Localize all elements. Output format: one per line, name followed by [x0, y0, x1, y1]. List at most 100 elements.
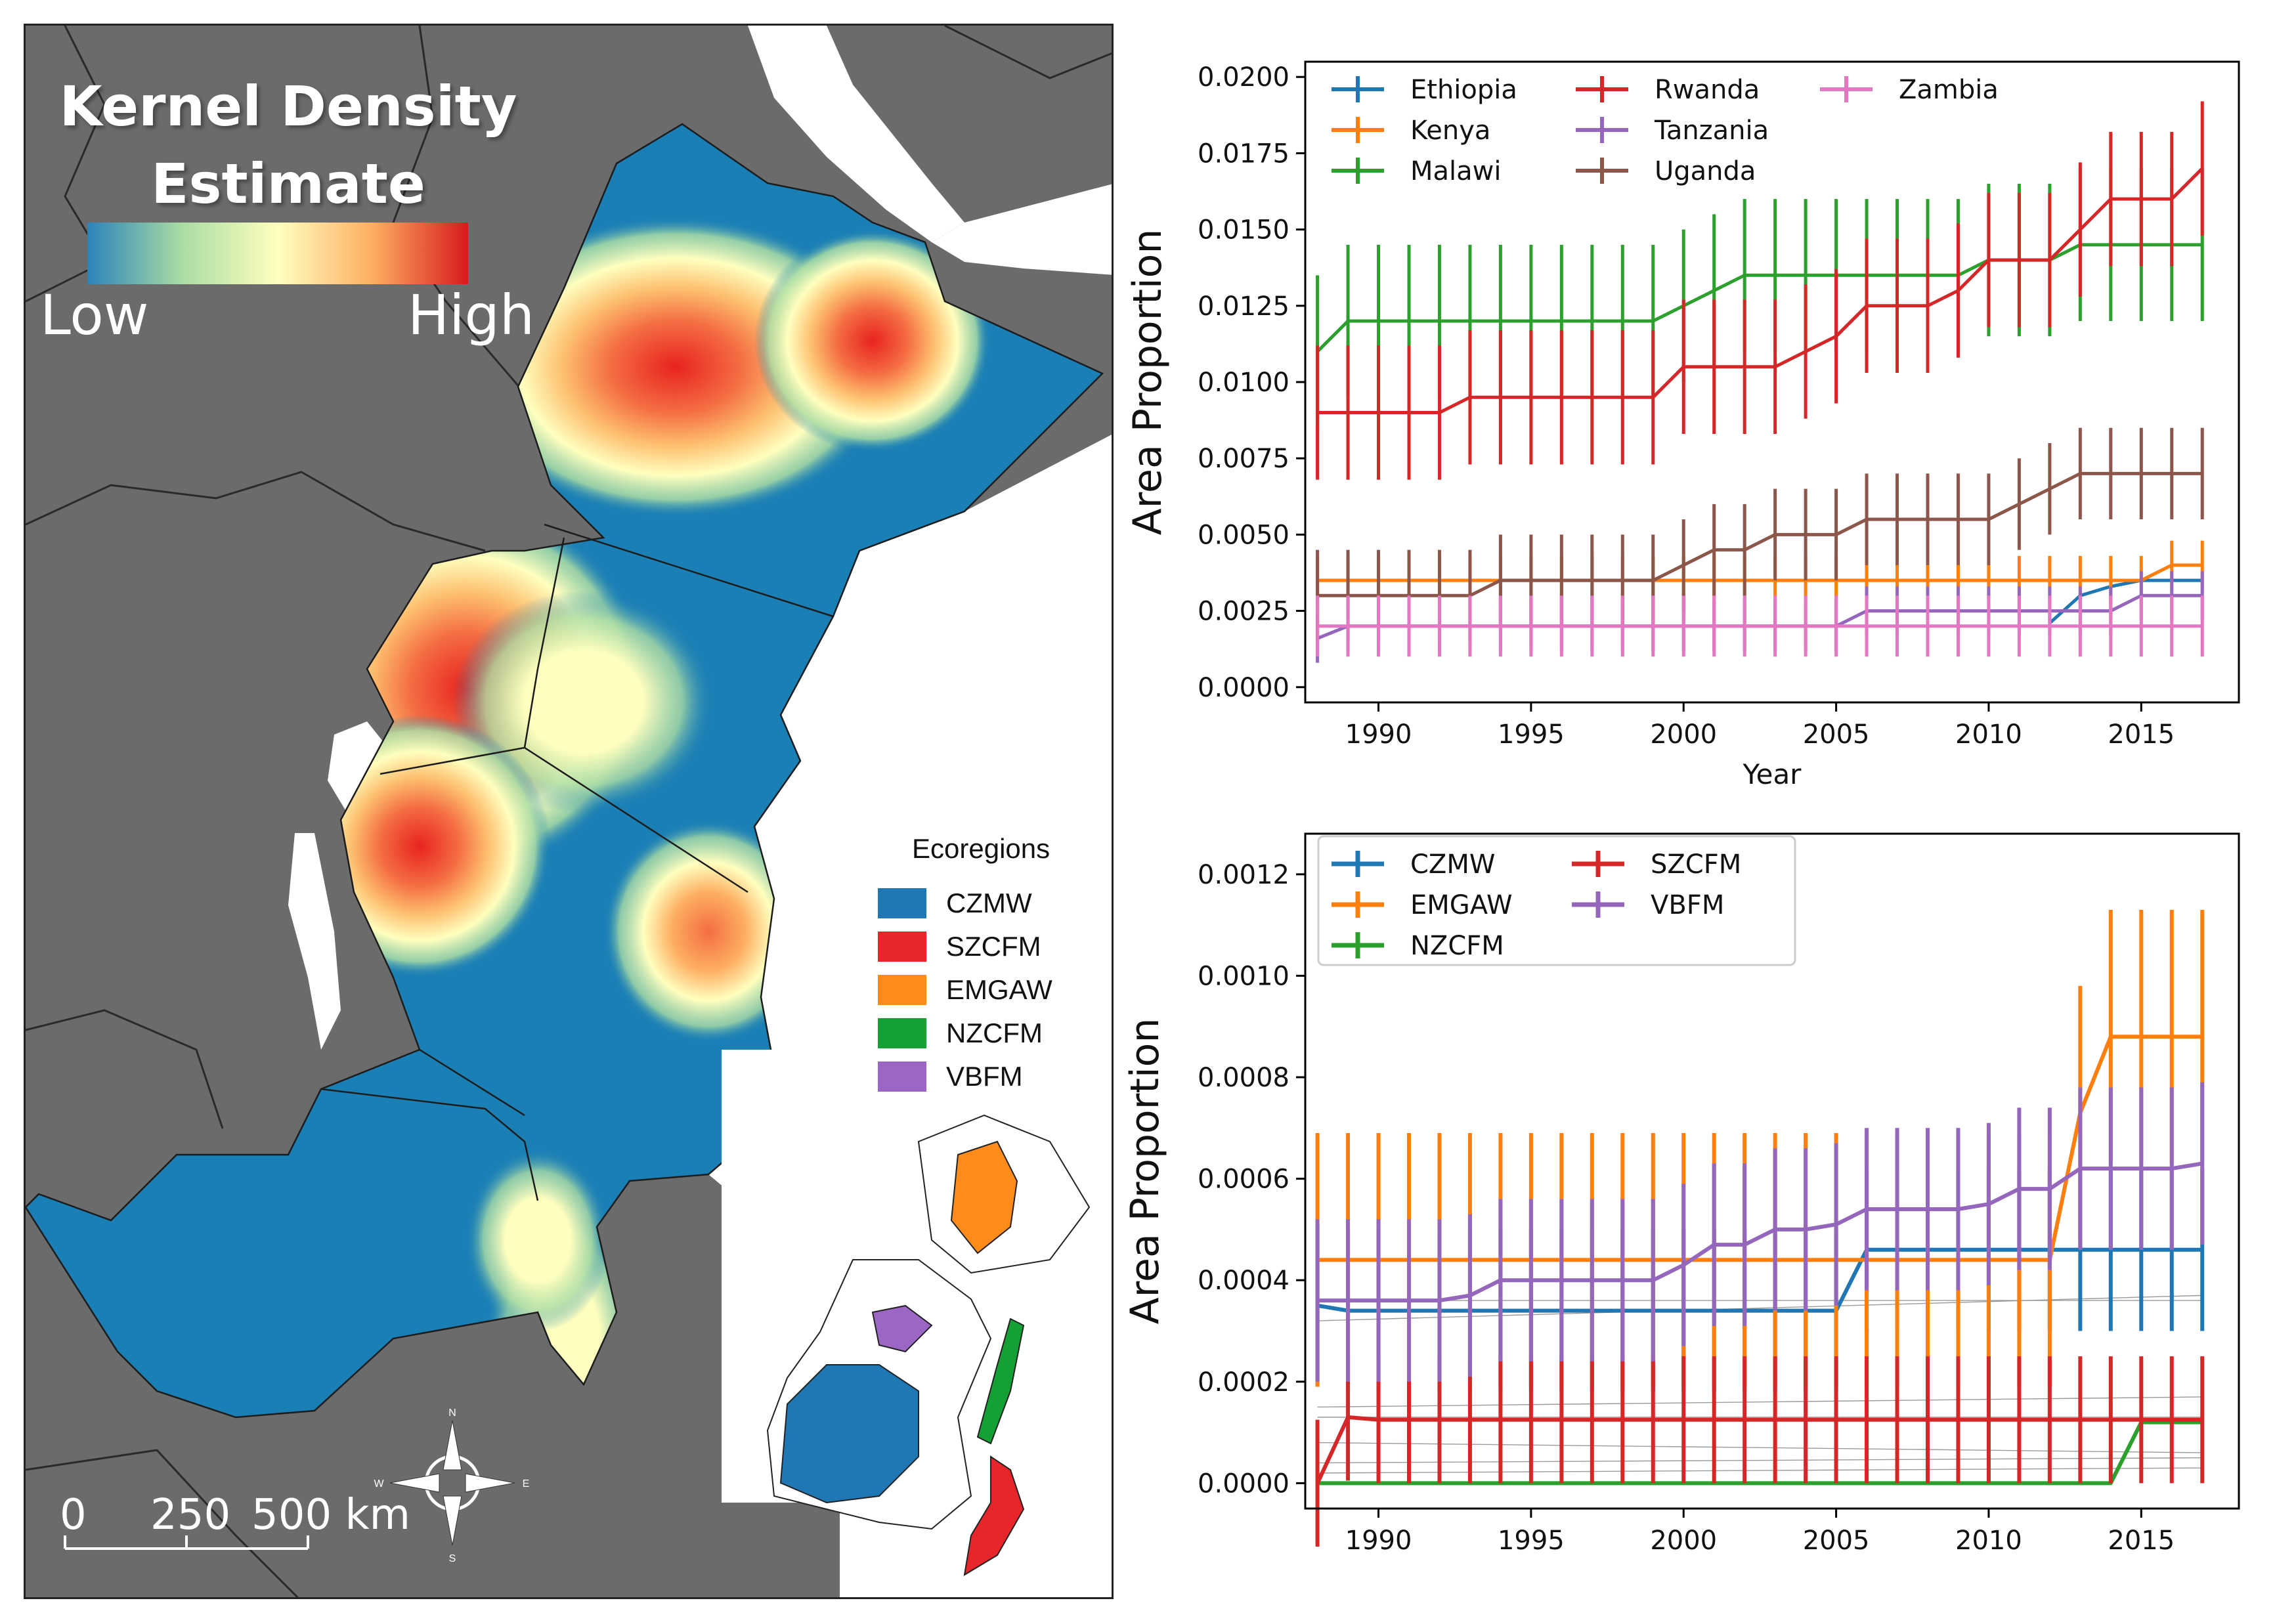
legend-item-rwanda: Rwanda — [1576, 75, 1760, 105]
legend-label: Zambia — [1899, 75, 1999, 105]
x-tick-label: 2000 — [1650, 719, 1717, 750]
legend-swatch — [878, 975, 926, 1005]
gradient-high-label: High — [408, 283, 535, 347]
y-tick-label: 0.0012 — [1198, 860, 1289, 890]
legend-label: CZMW — [946, 888, 1032, 918]
y-axis-label: Area Proportion — [1122, 1018, 1168, 1325]
series-line — [2048, 578, 2203, 625]
legend-row-szcfm: SZCFM — [873, 925, 1109, 968]
legend-item-malawi: Malawi — [1332, 156, 1501, 186]
legend-item-zambia: Zambia — [1820, 75, 1999, 105]
x-tick-label: 2010 — [1955, 719, 2022, 750]
legend-swatch — [878, 888, 926, 918]
legend-item-nzcfm: NZCFM — [1332, 931, 1504, 961]
x-tick-label: 2005 — [1803, 719, 1870, 750]
legend-swatch — [878, 1018, 926, 1048]
y-tick-label: 0.0175 — [1198, 139, 1289, 169]
series-line — [1317, 1420, 2203, 1486]
compass-n-label: N — [448, 1407, 456, 1419]
scale-bar-labels: 0 250 500 km — [49, 1491, 417, 1543]
legend-item-czmw: CZMW — [1332, 849, 1495, 880]
legend-item-vbfm: VBFM — [1572, 890, 1724, 920]
y-tick-label: 0.0100 — [1198, 368, 1289, 398]
series-czmw — [1315, 1168, 2205, 1392]
scale-label-0: 0 — [60, 1491, 87, 1539]
legend-label: Tanzania — [1654, 116, 1769, 146]
legend-label: Kenya — [1410, 116, 1490, 146]
x-tick-label: 2005 — [1803, 1526, 1870, 1556]
inset-vbfm-region — [871, 1304, 933, 1353]
legend-row-nzcfm: NZCFM — [873, 1012, 1109, 1055]
x-tick-label: 1995 — [1498, 719, 1565, 750]
legend-label: NZCFM — [1410, 931, 1504, 961]
north-arrow-compass: N S E W — [374, 1407, 529, 1564]
y-tick-label: 0.0002 — [1198, 1367, 1289, 1398]
series-ethiopia — [2048, 578, 2203, 625]
legend-label: VBFM — [1651, 890, 1724, 920]
y-tick-label: 0.0006 — [1198, 1165, 1289, 1195]
x-tick-label: 2015 — [2108, 1526, 2175, 1556]
chart-legend: CZMW EMGAW NZCFM SZCFM VBFM — [1317, 835, 1796, 966]
legend-frame — [1317, 835, 1796, 966]
inset-szcfm-region — [963, 1455, 1025, 1576]
lake-tanganyika — [288, 833, 341, 1050]
legend-label: Rwanda — [1655, 75, 1760, 105]
series-vbfm — [1315, 1082, 2205, 1382]
legend-label: Malawi — [1410, 156, 1501, 186]
legend-item-ethiopia: Ethiopia — [1332, 75, 1517, 105]
series-nzcfm — [1317, 1420, 2203, 1486]
legend-label: VBFM — [946, 1061, 1023, 1092]
x-axis-label: Year — [1743, 758, 1802, 790]
ecoregions-legend: Ecoregions CZMW SZCFM EMGAW NZCFM VBFM — [873, 833, 1109, 1098]
inset-emgaw-region — [950, 1140, 1018, 1254]
y-tick-label: 0.0000 — [1198, 673, 1289, 703]
y-tick-label: 0.0200 — [1198, 62, 1289, 93]
series-line — [1317, 1035, 2203, 1262]
legend-label: NZCFM — [946, 1018, 1043, 1048]
compass-e-label: E — [523, 1478, 530, 1489]
y-tick-label: 0.0075 — [1198, 444, 1289, 474]
x-tick-label: 2000 — [1650, 1526, 1717, 1556]
gulf-of-aden — [932, 184, 1112, 275]
y-tick-label: 0.0050 — [1198, 520, 1289, 550]
region-borders — [26, 123, 1104, 1419]
scale-label-500: 500 km — [251, 1491, 410, 1539]
series-line — [1317, 1161, 2203, 1303]
ecoregion-area-proportion-chart: 1990 1995 2000 2005 2010 2015 0.0000 0.0002 0.00… — [1122, 832, 2240, 1556]
series-line — [1317, 1247, 2203, 1313]
plot-frame — [1304, 832, 2240, 1510]
series-szcfm — [1315, 1354, 2205, 1547]
country-area-proportion-chart: 1990 1995 2000 2005 2010 2015 0.0000 0.0025 0.00… — [1125, 60, 2240, 790]
series-line — [1317, 167, 2203, 414]
compass-w-label: W — [374, 1478, 384, 1489]
inset-czmw-region — [779, 1364, 919, 1504]
series-line — [1317, 563, 2203, 582]
y-axis-label: Area Proportion — [1125, 229, 1171, 536]
x-tick-label: 1995 — [1498, 1526, 1565, 1556]
y-tick-label: 0.0125 — [1198, 291, 1289, 322]
scale-bar — [64, 1535, 309, 1550]
legend-label: Uganda — [1655, 156, 1756, 186]
background-trace-line — [1317, 1467, 2203, 1474]
series-emgaw — [1315, 909, 2205, 1387]
legend-title: Ecoregions — [912, 833, 1051, 864]
ecoregion-inset-map — [766, 1114, 1091, 1576]
legend-swatch — [878, 932, 926, 962]
map-title-line2: Estimate — [151, 152, 425, 216]
legend-label: Ethiopia — [1410, 75, 1517, 105]
background-trace-line — [1317, 1457, 2203, 1464]
legend-swatch — [878, 1061, 926, 1092]
map-title-line1: Kernel Density — [59, 74, 517, 139]
series-rwanda — [1316, 101, 2204, 480]
y-tick-label: 0.0004 — [1198, 1266, 1289, 1296]
y-tick-label: 0.0010 — [1198, 961, 1289, 991]
y-tick-label: 0.0025 — [1198, 597, 1289, 627]
series-zambia — [1316, 595, 2204, 657]
x-tick-label: 1990 — [1345, 719, 1412, 750]
kernel-density-map: N S E W Kernel Density Estimate Low High… — [24, 24, 1114, 1599]
chart-legend: Ethiopia Kenya Malawi Rwanda Tanzania Uganda Z… — [1332, 75, 1999, 186]
legend-item-tanzania: Tanzania — [1576, 116, 1769, 146]
legend-item-kenya: Kenya — [1332, 116, 1490, 146]
legend-row-emgaw: EMGAW — [873, 968, 1109, 1012]
density-gradient-bar — [87, 223, 468, 284]
